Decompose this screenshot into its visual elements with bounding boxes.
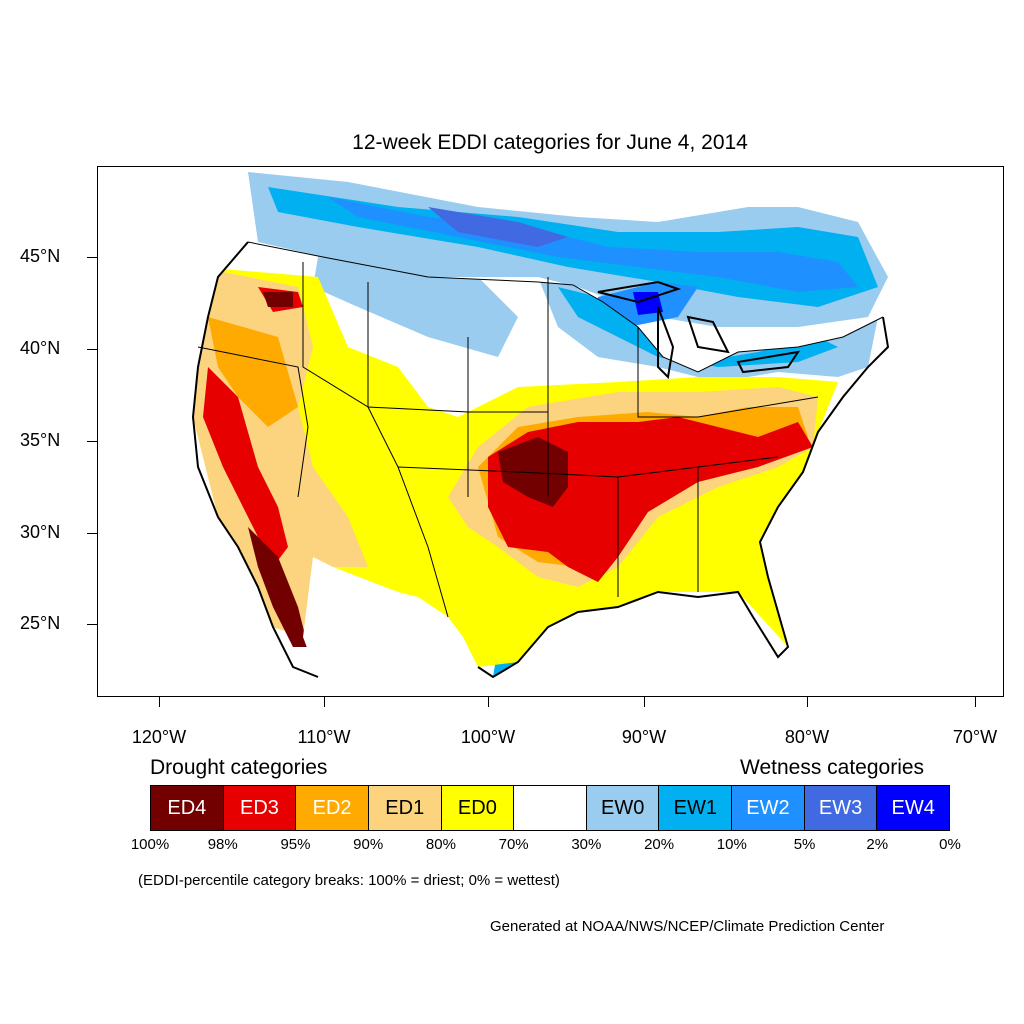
percentile-label: 80% bbox=[425, 836, 456, 853]
percentile-label: 90% bbox=[353, 836, 384, 853]
lon-tick bbox=[975, 697, 976, 707]
percentile-label: 10% bbox=[716, 836, 747, 853]
percentile-label: 30% bbox=[571, 836, 602, 853]
legend-box-ew2: EW2 bbox=[732, 786, 805, 830]
eddi-map bbox=[97, 166, 1004, 697]
map-canvas bbox=[191, 172, 890, 679]
legend-box-ew3: EW3 bbox=[804, 786, 878, 830]
lon-tick bbox=[807, 697, 808, 707]
lon-label-100: 100°W bbox=[460, 727, 516, 747]
percentile-label: 2% bbox=[866, 836, 889, 853]
percentile-label: 95% bbox=[280, 836, 311, 853]
category-legend: ED4 ED3 ED2 ED1 ED0 EW0 EW1 EW2 EW3 EW4 bbox=[150, 785, 950, 831]
lat-label-45: 45°N bbox=[20, 246, 61, 266]
legend-box-ed3: ED3 bbox=[223, 786, 297, 830]
lat-label-35: 35°N bbox=[20, 430, 61, 450]
lat-label-30: 30°N bbox=[20, 522, 61, 542]
legend-box-ed1: ED1 bbox=[368, 786, 442, 830]
lon-tick bbox=[644, 697, 645, 707]
map-title: 12-week EDDI categories for June 4, 2014 bbox=[352, 131, 748, 154]
legend-box-ed4: ED4 bbox=[151, 786, 224, 830]
lon-label-90: 90°W bbox=[621, 727, 667, 747]
lon-label-120: 120°W bbox=[131, 727, 187, 747]
lat-tick bbox=[87, 257, 97, 258]
lat-label-25: 25°N bbox=[20, 613, 61, 633]
canada-wet-region bbox=[248, 172, 888, 327]
percentile-label: 98% bbox=[207, 836, 238, 853]
percentile-label: 5% bbox=[793, 836, 816, 853]
great-lakes bbox=[597, 280, 801, 380]
conus-categories bbox=[193, 242, 888, 677]
lon-label-110: 110°W bbox=[297, 727, 351, 747]
legend-box-ed2: ED2 bbox=[296, 786, 369, 830]
lat-tick bbox=[87, 441, 97, 442]
lon-tick bbox=[324, 697, 325, 707]
legend-box-ew4: EW4 bbox=[877, 786, 950, 830]
lon-tick bbox=[488, 697, 489, 707]
percentile-label: 70% bbox=[498, 836, 529, 853]
lon-label-80: 80°W bbox=[784, 727, 830, 747]
wetness-categories-label: Wetness categories bbox=[740, 756, 925, 779]
legend-box-ew0: EW0 bbox=[586, 786, 660, 830]
lat-tick bbox=[87, 533, 97, 534]
lon-label-70: 70°W bbox=[952, 727, 998, 747]
lat-tick bbox=[87, 624, 97, 625]
credit-text: Generated at NOAA/NWS/NCEP/Climate Predi… bbox=[490, 918, 885, 935]
percentile-note: (EDDI-percentile category breaks: 100% =… bbox=[138, 872, 560, 889]
legend-box-ed0: ED0 bbox=[441, 786, 515, 830]
lat-label-40: 40°N bbox=[20, 338, 61, 358]
coastline bbox=[191, 241, 890, 679]
drought-categories-label: Drought categories bbox=[150, 756, 328, 779]
percentile-label: 20% bbox=[644, 836, 675, 853]
percentile-label: 0% bbox=[939, 836, 961, 853]
percentile-label: 100% bbox=[130, 836, 170, 853]
legend-box-normal bbox=[514, 786, 587, 830]
lon-tick bbox=[159, 697, 160, 707]
lat-tick bbox=[87, 349, 97, 350]
legend-box-ew1: EW1 bbox=[659, 786, 733, 830]
state-boundaries bbox=[197, 241, 884, 618]
